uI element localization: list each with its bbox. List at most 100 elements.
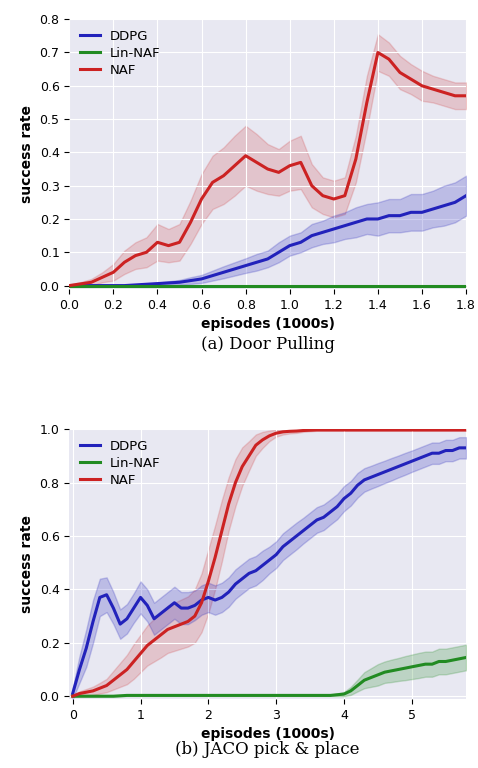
- DDPG: [199, 274, 205, 283]
- DDPG: [88, 281, 94, 290]
- NAF: [375, 48, 381, 57]
- DDPG: [232, 264, 238, 273]
- NAF: [132, 251, 138, 260]
- Line: Lin-NAF: Lin-NAF: [73, 657, 466, 697]
- DDPG: [243, 261, 249, 270]
- DDPG: [353, 217, 358, 227]
- Lin-NAF: [341, 690, 347, 699]
- DDPG: [408, 207, 414, 217]
- DDPG: [375, 214, 381, 223]
- DDPG: [177, 278, 183, 287]
- Lin-NAF: [463, 281, 469, 290]
- DDPG: [441, 201, 447, 210]
- DDPG: [276, 247, 282, 257]
- NAF: [188, 217, 194, 227]
- NAF: [177, 237, 183, 247]
- X-axis label: episodes (1000s): episodes (1000s): [201, 317, 335, 331]
- NAF: [121, 258, 127, 267]
- NAF: [232, 161, 238, 170]
- NAF: [165, 241, 171, 250]
- NAF: [99, 273, 105, 282]
- DDPG: [110, 604, 116, 613]
- NAF: [172, 622, 177, 631]
- Lin-NAF: [348, 687, 354, 696]
- DDPG: [430, 204, 436, 214]
- Lin-NAF: [368, 673, 374, 682]
- DDPG: [143, 280, 149, 289]
- Lin-NAF: [456, 654, 462, 664]
- Text: (b) JACO pick & place: (b) JACO pick & place: [175, 740, 360, 758]
- NAF: [452, 91, 458, 101]
- NAF: [430, 84, 436, 94]
- DDPG: [172, 598, 177, 607]
- Lin-NAF: [165, 690, 171, 700]
- DDPG: [273, 550, 279, 559]
- Lin-NAF: [355, 681, 360, 690]
- DDPG: [131, 604, 137, 613]
- Lin-NAF: [287, 281, 293, 290]
- Lin-NAF: [436, 657, 442, 666]
- DDPG: [355, 481, 360, 490]
- Line: NAF: NAF: [73, 430, 466, 697]
- DDPG: [386, 211, 392, 220]
- NAF: [287, 161, 293, 170]
- Legend: DDPG, Lin-NAF, NAF: DDPG, Lin-NAF, NAF: [76, 435, 165, 491]
- Lin-NAF: [389, 666, 394, 675]
- Lin-NAF: [124, 690, 130, 700]
- Legend: DDPG, Lin-NAF, NAF: DDPG, Lin-NAF, NAF: [76, 26, 165, 81]
- Lin-NAF: [416, 661, 422, 670]
- NAF: [419, 81, 425, 91]
- Lin-NAF: [233, 690, 239, 700]
- Lin-NAF: [243, 281, 249, 290]
- Lin-NAF: [70, 692, 76, 701]
- Lin-NAF: [382, 667, 388, 677]
- NAF: [254, 157, 260, 167]
- Lin-NAF: [219, 690, 225, 700]
- DDPG: [132, 280, 138, 290]
- Lin-NAF: [138, 690, 143, 700]
- DDPG: [364, 214, 370, 223]
- DDPG: [463, 443, 469, 452]
- NAF: [314, 425, 320, 435]
- NAF: [273, 429, 279, 438]
- Lin-NAF: [178, 690, 184, 700]
- Lin-NAF: [273, 690, 279, 700]
- Lin-NAF: [287, 690, 293, 700]
- DDPG: [265, 254, 271, 263]
- DDPG: [342, 221, 348, 230]
- DDPG: [121, 281, 127, 290]
- Text: (a) Door Pulling: (a) Door Pulling: [201, 336, 335, 353]
- NAF: [70, 692, 76, 701]
- Lin-NAF: [419, 281, 425, 290]
- DDPG: [463, 191, 469, 200]
- Lin-NAF: [206, 690, 211, 700]
- NAF: [143, 247, 149, 257]
- NAF: [221, 171, 227, 180]
- Lin-NAF: [97, 692, 103, 701]
- NAF: [463, 425, 469, 435]
- NAF: [463, 91, 469, 101]
- Lin-NAF: [314, 690, 320, 700]
- NAF: [408, 74, 414, 84]
- NAF: [342, 191, 348, 200]
- NAF: [298, 157, 304, 167]
- Lin-NAF: [327, 690, 333, 700]
- Lin-NAF: [260, 690, 265, 700]
- DDPG: [66, 281, 72, 290]
- DDPG: [287, 241, 293, 250]
- DDPG: [83, 644, 89, 653]
- Lin-NAF: [199, 281, 205, 290]
- Lin-NAF: [151, 690, 157, 700]
- NAF: [361, 425, 367, 435]
- DDPG: [165, 278, 171, 287]
- NAF: [320, 191, 326, 200]
- Line: NAF: NAF: [69, 52, 466, 286]
- Lin-NAF: [300, 690, 306, 700]
- Lin-NAF: [450, 656, 456, 665]
- Lin-NAF: [66, 281, 72, 290]
- DDPG: [397, 211, 403, 220]
- DDPG: [110, 281, 116, 290]
- DDPG: [309, 231, 315, 240]
- NAF: [353, 154, 358, 164]
- DDPG: [210, 271, 216, 280]
